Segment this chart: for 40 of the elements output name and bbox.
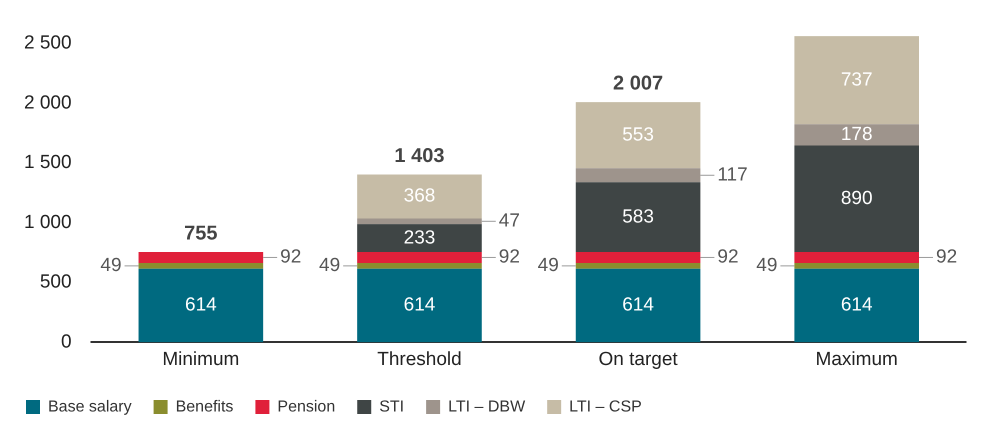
total-label: 1 403 <box>394 145 444 168</box>
x-tick-label: Minimum <box>162 348 240 370</box>
legend-label: STI <box>379 398 404 416</box>
data-label: 47 <box>498 210 520 232</box>
data-label: 92 <box>498 246 520 268</box>
x-tick-label: Threshold <box>377 348 462 370</box>
total-label: 755 <box>184 222 218 244</box>
legend-label: LTI – CSP <box>569 398 642 416</box>
y-tick-label: 500 <box>40 272 72 293</box>
y-tick-label: 1 500 <box>24 152 72 174</box>
data-label: 92 <box>717 246 739 268</box>
y-tick-label: 1 000 <box>24 212 72 233</box>
data-label: 614 <box>185 294 218 316</box>
data-label: 368 <box>404 186 436 207</box>
total-label: 2 007 <box>613 72 664 95</box>
data-label: 614 <box>622 294 654 316</box>
y-tick-label: 0 <box>60 331 72 352</box>
data-label: 117 <box>717 164 748 186</box>
data-label: 583 <box>622 206 654 228</box>
data-label: 49 <box>100 255 122 276</box>
data-label: 890 <box>840 188 873 209</box>
legend-label: Base salary <box>48 398 132 416</box>
legend-label: Pension <box>277 398 336 416</box>
data-label: 92 <box>280 246 302 268</box>
data-label: 178 <box>840 124 873 146</box>
data-label: 49 <box>538 255 559 276</box>
y-tick-label: 2 000 <box>24 92 72 114</box>
data-label: 553 <box>622 124 654 146</box>
data-label: 614 <box>840 294 873 316</box>
data-label: 737 <box>840 69 873 90</box>
x-tick-label: Maximum <box>816 348 898 370</box>
legend-label: LTI – DBW <box>448 398 526 416</box>
data-label: 614 <box>404 294 436 316</box>
x-tick-label: On target <box>598 348 678 370</box>
data-label: 233 <box>404 227 436 248</box>
legend-label: Benefits <box>176 398 234 416</box>
data-label: 49 <box>756 255 778 276</box>
data-label: 49 <box>319 255 340 276</box>
data-label: 92 <box>936 246 958 268</box>
y-tick-label: 2 500 <box>24 32 72 54</box>
